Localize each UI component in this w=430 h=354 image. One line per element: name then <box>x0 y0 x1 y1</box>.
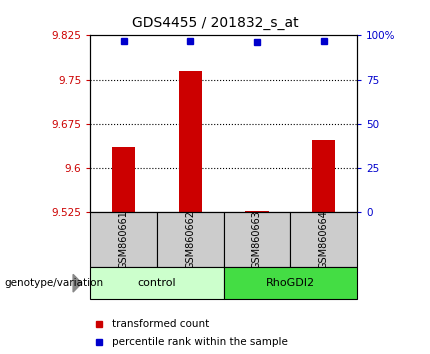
Bar <box>112 148 135 212</box>
Text: percentile rank within the sample: percentile rank within the sample <box>112 337 288 347</box>
Text: GSM860663: GSM860663 <box>252 210 262 269</box>
Text: GSM860664: GSM860664 <box>319 210 329 269</box>
Bar <box>290 212 357 267</box>
Text: genotype/variation: genotype/variation <box>4 278 104 288</box>
Text: transformed count: transformed count <box>112 319 209 329</box>
Text: RhoGDI2: RhoGDI2 <box>266 278 315 288</box>
Bar <box>245 211 269 212</box>
Bar <box>312 140 335 212</box>
Bar <box>90 212 157 267</box>
Bar <box>224 267 357 299</box>
Polygon shape <box>73 274 82 292</box>
Text: GSM860662: GSM860662 <box>185 210 195 269</box>
Bar <box>157 212 224 267</box>
Bar <box>224 212 290 267</box>
Bar <box>178 71 202 212</box>
Bar <box>90 267 224 299</box>
Text: GSM860661: GSM860661 <box>119 210 129 269</box>
Text: GDS4455 / 201832_s_at: GDS4455 / 201832_s_at <box>132 16 298 30</box>
Text: control: control <box>138 278 176 288</box>
